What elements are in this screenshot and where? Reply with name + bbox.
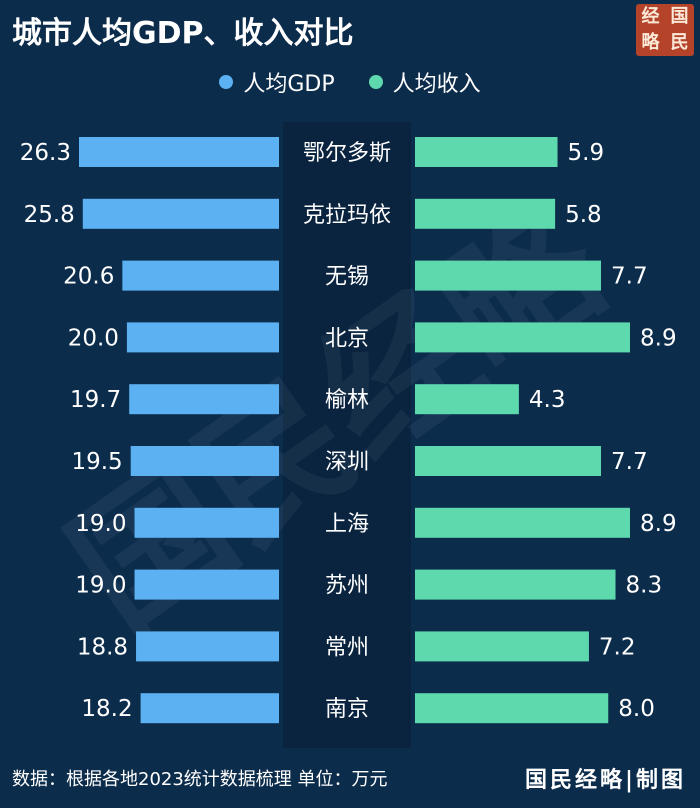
data-label-income: 7.7: [611, 264, 648, 290]
data-label-gdp: 20.0: [68, 325, 119, 351]
data-label-gdp: 19.7: [70, 387, 121, 413]
bar-gdp: [126, 322, 279, 353]
bar-income: [415, 446, 602, 476]
data-label-income: 8.9: [640, 325, 677, 351]
bar-gdp: [129, 384, 279, 415]
bar-income: [415, 693, 609, 724]
bar-gdp: [140, 693, 279, 724]
bar-gdp: [79, 137, 279, 167]
bar-income: [415, 260, 602, 291]
legend-label-income: 人均收入: [392, 72, 481, 97]
bar-income: [415, 137, 558, 167]
chart-title: 城市人均GDP、收入对比: [12, 16, 354, 51]
data-label-income: 8.9: [640, 511, 677, 537]
data-label-gdp: 26.3: [20, 140, 71, 166]
bar-income: [415, 569, 616, 600]
data-label-income: 5.8: [565, 202, 602, 228]
category-label: 苏州: [325, 574, 369, 599]
legend-item-income: 人均收入: [368, 66, 481, 98]
category-label: 无锡: [325, 265, 369, 290]
data-label-income: 8.3: [626, 573, 663, 599]
bar-gdp: [134, 507, 279, 538]
bar-gdp: [122, 260, 279, 291]
data-label-income: 7.7: [611, 449, 648, 475]
logo-char: 略: [641, 32, 660, 53]
legend-dot-income: [368, 75, 383, 89]
bar-income: [415, 322, 630, 353]
brand-logo: 经 国 略 民: [636, 4, 694, 56]
data-label-income: 4.3: [529, 387, 566, 413]
category-label: 常州: [325, 635, 369, 660]
data-label-income: 5.9: [568, 140, 605, 166]
chart-legend: 人均GDP 人均收入: [0, 66, 700, 98]
category-label: 北京: [325, 326, 369, 351]
category-band: [283, 122, 411, 748]
data-label-gdp: 18.8: [77, 634, 128, 660]
category-label: 南京: [325, 697, 369, 722]
data-label-gdp: 25.8: [24, 202, 75, 228]
logo-char: 国: [670, 6, 689, 27]
bar-income: [415, 507, 630, 538]
data-label-income: 7.2: [599, 634, 636, 660]
legend-label-gdp: 人均GDP: [243, 72, 335, 97]
data-label-gdp: 19.0: [75, 573, 126, 599]
logo-char: 经: [641, 6, 660, 27]
source-note: 数据：根据各地2023统计数据梳理 单位：万元: [12, 769, 388, 790]
data-label-gdp: 19.0: [75, 511, 126, 537]
category-label: 鄂尔多斯: [303, 141, 391, 166]
bar-income: [415, 198, 556, 229]
category-label: 克拉玛依: [303, 203, 391, 228]
bar-gdp: [134, 569, 279, 600]
data-label-gdp: 18.2: [81, 696, 132, 722]
legend-item-gdp: 人均GDP: [219, 66, 335, 98]
category-label: 榆林: [325, 388, 369, 413]
category-label: 深圳: [325, 450, 369, 475]
data-label-gdp: 19.5: [71, 449, 122, 475]
legend-dot-gdp: [219, 75, 234, 89]
bar-gdp: [82, 198, 280, 229]
footer-brand: 国民经略|制图: [524, 767, 686, 793]
category-label: 上海: [325, 512, 369, 537]
logo-char: 民: [670, 32, 689, 53]
data-label-income: 8.0: [618, 696, 655, 722]
bar-income: [415, 384, 519, 415]
bar-gdp: [130, 446, 279, 476]
bar-income: [415, 631, 589, 662]
bar-gdp: [136, 631, 279, 662]
data-label-gdp: 20.6: [63, 264, 114, 290]
